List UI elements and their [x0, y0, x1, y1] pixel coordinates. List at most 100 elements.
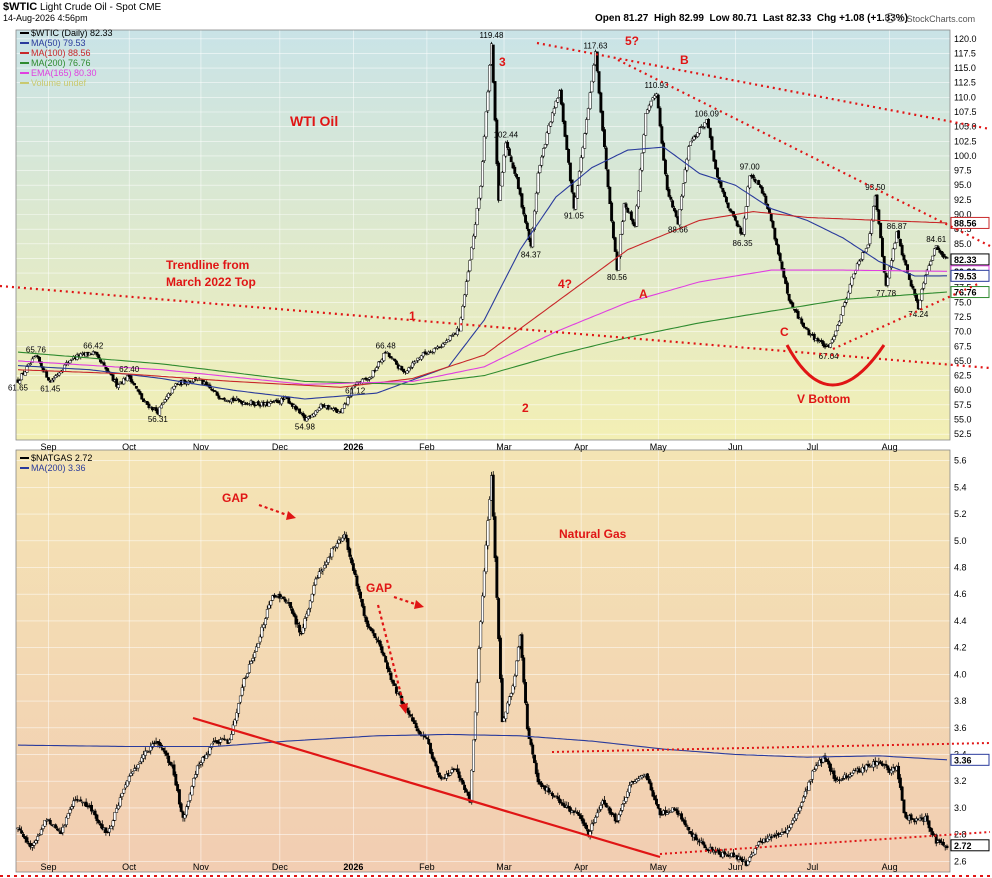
oil-candle: [683, 167, 687, 184]
gas-candle-body: [222, 738, 226, 740]
gas-candle: [116, 802, 120, 811]
gas-candle-body: [432, 757, 436, 762]
oil-candle-body: [617, 255, 621, 271]
oil-candle-body: [913, 288, 917, 296]
gas-candle: [498, 635, 502, 683]
oil-candle: [520, 192, 524, 209]
oil-candle: [102, 360, 106, 367]
oil-candle-body: [45, 370, 49, 378]
gas-candle-body: [120, 792, 124, 797]
oil-candle-body: [820, 340, 823, 343]
oil-candle-body: [479, 186, 483, 199]
oil-candle-body: [658, 107, 662, 127]
oil-candle: [620, 219, 624, 236]
gas-candle-body: [95, 814, 99, 822]
gas-candle-body: [321, 569, 325, 571]
gas-candle-body: [143, 750, 147, 756]
gas-candle-body: [375, 638, 379, 640]
oil-candle-body: [305, 417, 309, 422]
gas-x-tick-label: Aug: [882, 862, 898, 872]
oil-candle-body: [909, 280, 913, 287]
oil-candle-body: [423, 351, 427, 354]
gas-candle-body: [152, 742, 156, 744]
oil-candle-body: [611, 221, 615, 239]
gas-candle-body: [834, 777, 838, 782]
gas-candle-body: [511, 685, 515, 694]
oil-candle: [307, 415, 310, 421]
gas-candle: [742, 856, 746, 863]
gas-candle: [610, 808, 614, 817]
gas-candle: [694, 832, 698, 841]
gas-candle: [920, 813, 924, 822]
gas-candle: [567, 802, 571, 812]
oil-candle: [394, 359, 398, 366]
oil-candle: [581, 145, 585, 159]
oil-candle: [52, 376, 56, 383]
gap-arrow-1-head: [286, 511, 296, 520]
oil-candle: [168, 392, 172, 397]
oil-candle: [845, 296, 849, 305]
gas-candle: [299, 631, 303, 636]
gas-candle: [608, 806, 612, 816]
oil-candle-body: [656, 94, 660, 109]
oil-candle-body: [298, 408, 302, 414]
gas-candle-body: [812, 769, 816, 772]
gas-candle: [793, 814, 797, 823]
oil-candle: [515, 173, 519, 180]
oil-candle-body: [742, 217, 746, 235]
oil-candle-body: [32, 356, 36, 359]
ohlc-open-label: Open: [595, 13, 621, 24]
oil-candle: [624, 201, 628, 210]
oil-candle-body: [864, 248, 868, 253]
oil-candle-body: [385, 352, 389, 354]
oil-candle-body: [68, 360, 72, 364]
oil-candle: [769, 212, 773, 223]
oil-candle-body: [561, 103, 565, 123]
gas-candle-body: [579, 815, 583, 820]
oil-candle: [50, 378, 54, 383]
gas-candle-body: [271, 595, 275, 601]
gas-candle-body: [486, 520, 490, 546]
gas-candle-body: [190, 786, 194, 796]
gas-candle-body: [651, 790, 655, 797]
oil-candle-body: [170, 387, 174, 394]
oil-price-badge-label: 79.53: [954, 271, 977, 281]
oil-candle-body: [606, 169, 610, 188]
oil-candle-body: [579, 157, 583, 172]
gas-candle: [448, 772, 452, 777]
oil-candle-body: [511, 162, 515, 169]
oil-candle: [23, 371, 27, 377]
oil-candle: [852, 273, 856, 280]
gas-candle-body: [418, 730, 422, 735]
oil-candle: [448, 335, 452, 342]
gas-legend-entry: MA(200) 3.36: [20, 463, 92, 473]
gas-candle: [416, 725, 420, 734]
gas-candle-body: [653, 795, 657, 801]
oil-legend-label: Volume undef: [31, 78, 87, 88]
oil-candle: [590, 80, 594, 93]
oil-value-label: 56.31: [148, 415, 169, 424]
gas-candle-body: [515, 660, 519, 676]
oil-candle: [891, 247, 895, 263]
gas-candle-body: [441, 778, 445, 780]
oil-candle-body: [927, 265, 931, 272]
oil-candle-body: [880, 237, 884, 257]
oil-candle-body: [707, 118, 710, 129]
gas-candle-body: [898, 777, 902, 788]
oil-candle: [669, 195, 673, 202]
oil-candle-body: [687, 146, 691, 161]
oil-candle-body: [733, 216, 737, 221]
gas-candle: [366, 617, 370, 630]
gas-candle-body: [172, 764, 176, 776]
gas-candle: [861, 763, 865, 776]
gas-candle: [522, 654, 526, 685]
oil-candle: [805, 326, 809, 331]
oil-candle: [737, 223, 741, 228]
gas-candle-body: [368, 626, 371, 629]
gas-candle: [292, 610, 296, 618]
oil-candle: [724, 195, 728, 205]
gas-candle-body: [265, 609, 269, 618]
gas-x-tick-label: Dec: [272, 862, 289, 872]
gas-candle-body: [721, 852, 725, 858]
oil-candle: [163, 398, 167, 404]
